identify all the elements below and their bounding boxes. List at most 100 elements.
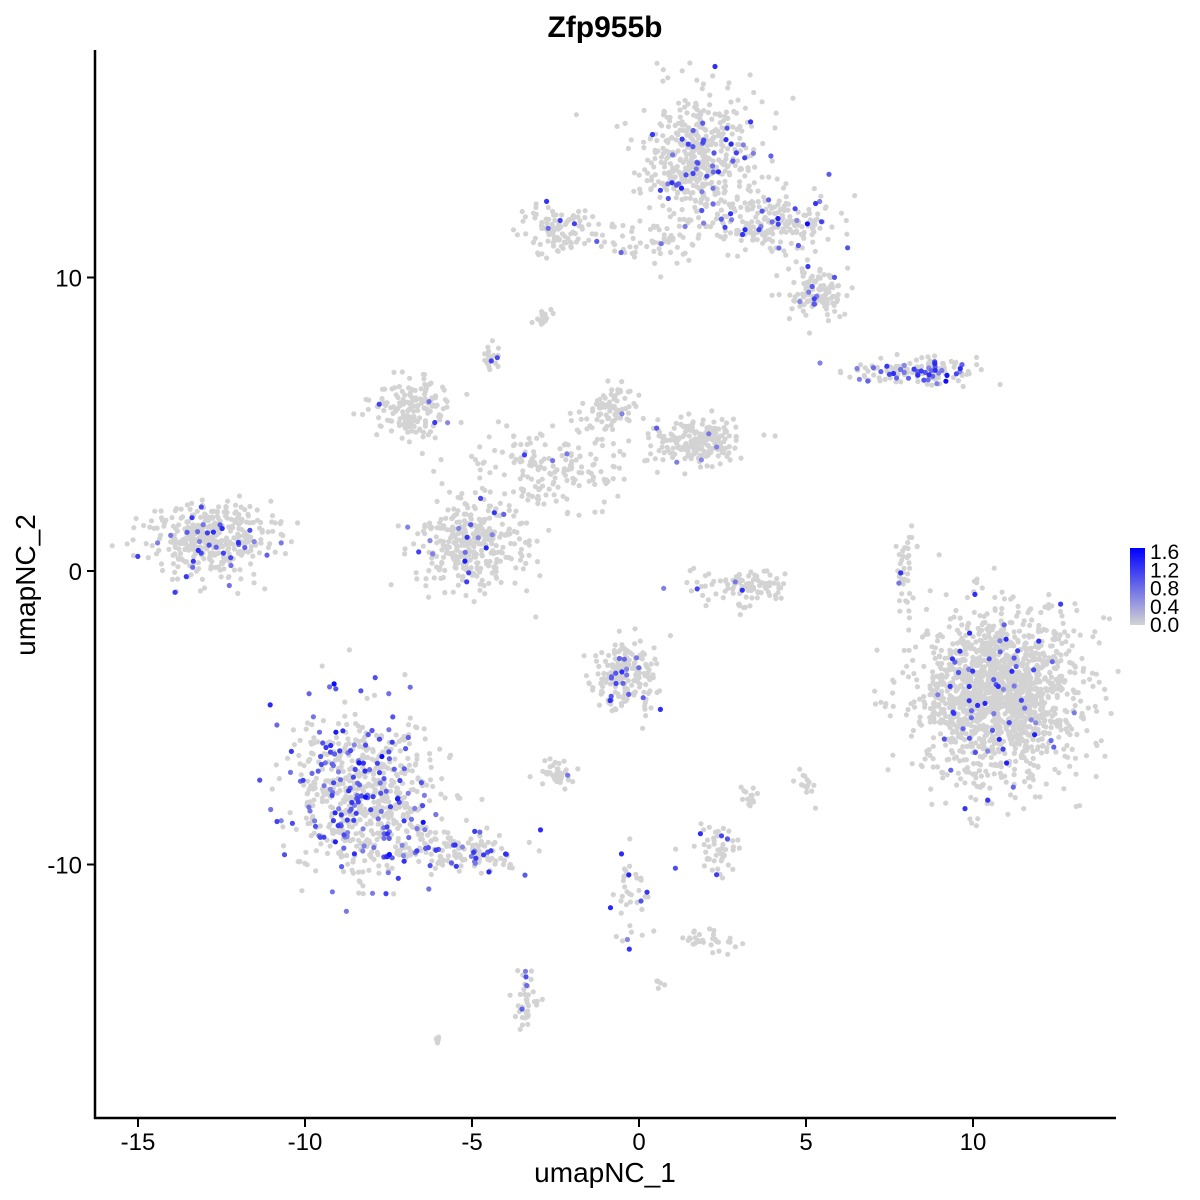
point: [747, 603, 753, 609]
point: [1052, 637, 1058, 643]
point: [717, 461, 723, 467]
point: [1035, 763, 1041, 769]
point: [960, 383, 966, 390]
point: [504, 423, 510, 429]
point: [953, 607, 959, 614]
point: [923, 606, 930, 613]
point: [437, 853, 443, 859]
point: [712, 111, 718, 117]
point: [957, 630, 963, 637]
point: [526, 839, 532, 846]
point: [929, 687, 935, 693]
point: [1101, 615, 1107, 621]
point: [319, 663, 325, 669]
point: [927, 714, 933, 721]
point: [710, 158, 716, 164]
point: [1010, 712, 1016, 719]
point: [794, 229, 800, 235]
point: [177, 541, 183, 547]
point: [998, 774, 1005, 781]
point: [1033, 650, 1039, 656]
point: [704, 436, 710, 443]
point: [356, 890, 362, 896]
point: [673, 420, 679, 426]
point: [526, 552, 532, 559]
point: [405, 755, 411, 762]
point: [346, 647, 352, 653]
point: [389, 418, 395, 424]
point: [713, 164, 720, 170]
point: [454, 793, 460, 799]
point: [407, 821, 413, 828]
point: [734, 228, 740, 234]
point: [968, 722, 974, 729]
point: [544, 220, 550, 226]
point: [995, 746, 1001, 753]
point: [1093, 671, 1099, 677]
point: [550, 463, 556, 469]
point: [1014, 710, 1020, 717]
point: [1069, 746, 1075, 753]
point: [277, 520, 283, 527]
point: [1051, 719, 1057, 725]
point: [790, 95, 796, 101]
point: [1056, 636, 1062, 642]
point: [677, 107, 683, 113]
point: [344, 721, 350, 728]
point: [667, 114, 673, 121]
point: [607, 681, 614, 687]
point: [302, 860, 308, 867]
point: [272, 549, 278, 555]
point: [932, 353, 938, 359]
point: [735, 837, 741, 843]
point: [947, 705, 953, 711]
point: [1041, 731, 1047, 737]
point: [609, 224, 615, 230]
point: [1115, 668, 1121, 675]
point: [930, 756, 936, 762]
point: [1014, 694, 1020, 700]
point: [584, 426, 590, 432]
point: [570, 475, 576, 481]
point: [557, 446, 563, 452]
point: [656, 688, 663, 694]
point: [680, 179, 686, 185]
point: [349, 758, 355, 764]
point: [670, 235, 676, 241]
point: [703, 849, 709, 855]
point: [1028, 680, 1034, 686]
point: [1032, 794, 1038, 800]
point: [665, 239, 672, 245]
point: [642, 167, 648, 173]
point: [379, 396, 385, 402]
point: [890, 752, 896, 758]
point: [872, 701, 879, 707]
point: [890, 690, 896, 696]
point: [978, 773, 985, 779]
point: [736, 845, 743, 851]
point: [939, 360, 946, 366]
point: [767, 580, 773, 586]
point: [401, 802, 407, 809]
point: [716, 948, 722, 954]
point: [682, 250, 688, 256]
point: [1059, 673, 1065, 679]
point: [409, 768, 415, 774]
point: [1012, 704, 1018, 710]
point: [608, 670, 614, 676]
point: [711, 841, 717, 847]
point: [614, 675, 620, 681]
point: [158, 508, 164, 514]
point: [718, 446, 724, 452]
point: [1054, 723, 1060, 729]
point: [1016, 669, 1022, 675]
point: [910, 657, 916, 664]
point: [771, 210, 778, 216]
point: [896, 598, 903, 604]
point: [534, 559, 541, 565]
point: [761, 432, 767, 438]
point: [285, 755, 291, 761]
point: [619, 406, 626, 412]
point: [932, 711, 938, 717]
point: [1064, 742, 1070, 749]
